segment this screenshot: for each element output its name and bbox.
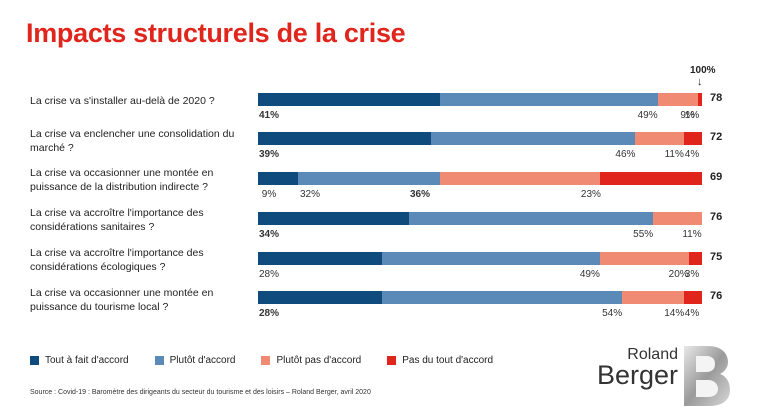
segment-plutot	[382, 291, 623, 304]
stacked-bar	[258, 172, 702, 185]
segment-tout-a-fait	[258, 212, 409, 225]
stacked-bar	[258, 291, 702, 304]
question-label: La crise va accroître l'importance des c…	[30, 247, 204, 273]
roland-berger-logo: Roland Berger	[596, 346, 736, 406]
segment-tout-a-fait	[258, 93, 441, 106]
total-value: 69	[710, 171, 723, 183]
percent-label: 3%	[684, 269, 700, 280]
stacked-bar	[258, 252, 702, 265]
percent-label: 32%	[299, 189, 321, 200]
logo-line-1: Roland	[627, 346, 678, 363]
percent-label: 4%	[684, 308, 700, 319]
segment-plutot	[297, 172, 441, 185]
percent-label: 11%	[664, 149, 684, 160]
segment-plutot-pas	[622, 291, 685, 304]
segment-plutot	[408, 212, 654, 225]
percent-label: 36%	[409, 189, 430, 200]
segment-plutot	[431, 132, 636, 145]
stacked-bar	[258, 132, 702, 145]
segment-plutot-pas	[657, 93, 698, 106]
segment-pas-du-tout	[684, 132, 702, 145]
legend-label: Pas du tout d'accord	[402, 355, 494, 366]
legend-label: Plutôt pas d'accord	[276, 355, 362, 366]
question-label: La crise va s'installer au-delà de 2020 …	[30, 95, 215, 107]
percent-label: 9%	[680, 110, 695, 121]
question-label: La crise va occasionner une montée en pu…	[30, 287, 214, 313]
segment-pas-du-tout	[684, 291, 702, 304]
legend-item-tout-a-fait: Tout à fait d'accord	[30, 355, 129, 366]
total-value: 72	[710, 131, 723, 143]
percent-label: 39%	[258, 149, 280, 160]
segment-tout-a-fait	[258, 291, 383, 304]
question-label: La crise va occasionner une montée en pu…	[30, 167, 214, 193]
legend-swatch	[387, 356, 397, 365]
down-arrow-icon: ↓	[697, 76, 703, 88]
percent-label: 54%	[602, 308, 623, 319]
stacked-bar	[258, 93, 702, 106]
percent-label: 28%	[258, 269, 280, 280]
question-label: La crise va enclencher une consolidation…	[30, 128, 235, 154]
legend-label: Plutôt d'accord	[169, 355, 236, 366]
legend-item-pas-du-tout: Pas du tout d'accord	[387, 355, 493, 366]
percent-label: 14%	[664, 308, 685, 319]
percent-label: 1%	[684, 110, 700, 121]
segment-tout-a-fait	[258, 172, 298, 185]
segment-plutot-pas	[440, 172, 600, 185]
legend-label: Tout à fait d'accord	[45, 355, 129, 366]
question-label: La crise va accroître l'importance des c…	[30, 207, 204, 233]
segment-pas-du-tout	[688, 252, 702, 265]
logo-b-mark-icon	[684, 346, 730, 406]
total-value: 76	[710, 290, 723, 302]
percent-label: 34%	[258, 229, 280, 240]
chart-title: Impacts structurels de la crise	[26, 18, 406, 48]
percent-label: 41%	[258, 110, 280, 121]
legend-swatch	[30, 356, 39, 365]
total-value: 76	[710, 211, 723, 223]
percent-label: 49%	[579, 269, 600, 280]
percent-label: 9%	[261, 189, 277, 200]
segment-plutot-pas	[653, 212, 702, 225]
segment-pas-du-tout	[697, 93, 702, 106]
segment-tout-a-fait	[258, 252, 383, 265]
legend-swatch	[261, 356, 271, 365]
percent-label: 55%	[633, 229, 654, 240]
percent-label: 4%	[684, 149, 700, 160]
total-value: 78	[710, 92, 723, 104]
total-value: 75	[710, 251, 723, 263]
percent-label: 49%	[637, 110, 658, 121]
percent-label: 23%	[580, 189, 601, 200]
logo-line-2: Berger	[596, 360, 678, 390]
percent-label: 28%	[258, 308, 280, 319]
legend-swatch	[154, 356, 164, 365]
segment-plutot	[382, 252, 600, 265]
source-note: Source : Covid-19 : Baromètre des dirige…	[30, 389, 371, 396]
segment-tout-a-fait	[258, 132, 432, 145]
percent-label: 11%	[682, 229, 702, 240]
percent-label: 46%	[615, 149, 636, 160]
legend-item-plutot-pas: Plutôt pas d'accord	[261, 355, 361, 366]
stacked-bar	[258, 212, 702, 225]
legend: Tout à fait d'accord Plutôt d'accord Plu…	[30, 355, 493, 366]
segment-pas-du-tout	[599, 172, 702, 185]
percent-label: 20%	[668, 269, 689, 280]
segment-plutot-pas	[599, 252, 689, 265]
segment-plutot	[440, 93, 658, 106]
legend-item-plutot: Plutôt d'accord	[154, 355, 236, 366]
segment-plutot-pas	[635, 132, 685, 145]
hundred-percent-marker: 100%	[690, 65, 716, 76]
